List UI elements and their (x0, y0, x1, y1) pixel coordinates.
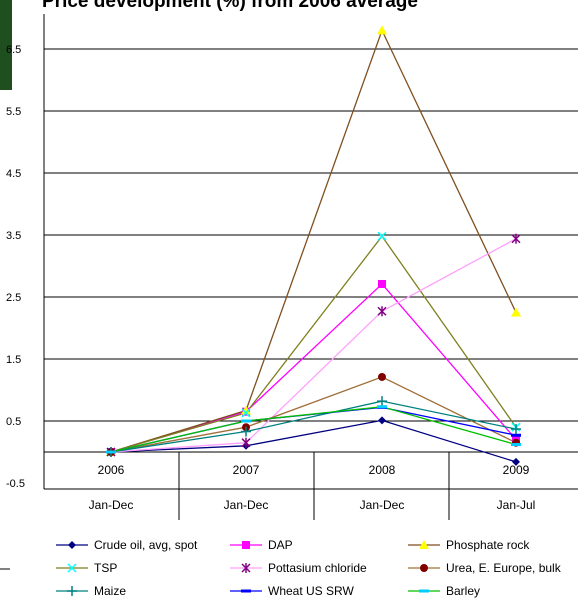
data-point (241, 437, 251, 448)
y-tick-label: 3.5 (6, 230, 21, 242)
legend-swatch-marker (67, 563, 77, 573)
series-markers (106, 25, 521, 466)
data-point (241, 408, 251, 418)
legend-entry: Phosphate rock (408, 538, 530, 552)
legend-swatch-marker (420, 564, 428, 572)
series-line (110, 400, 517, 453)
data-point (511, 307, 521, 317)
legend-label: Maize (94, 584, 126, 598)
x-tick-period: Jan-Dec (360, 498, 405, 512)
data-point (377, 231, 387, 241)
series-line (110, 419, 517, 463)
marker-stroke (241, 408, 251, 418)
y-axis: -0.5 0.5 1.5 2.5 3.5 4.5 5.5 6.5 (6, 44, 25, 490)
y-tick-label: 6.5 (6, 44, 21, 56)
legend-swatch-marker (242, 541, 250, 549)
grid-lines (44, 48, 578, 422)
legend-label: Barley (446, 584, 480, 598)
legend-entry: Pottasium chloride (230, 561, 367, 575)
legend-label: DAP (268, 538, 293, 552)
chart-title: Price development (%) from 2006 average (42, 0, 418, 12)
series-line (110, 376, 517, 453)
data-point (511, 233, 521, 244)
y-tick-label: 4.5 (6, 168, 21, 180)
data-point (378, 416, 386, 425)
legend-label: Phosphate rock (446, 538, 530, 552)
data-point (377, 25, 387, 35)
x-tick-period: Jan-Dec (224, 498, 269, 512)
y-tick-label: 2.5 (6, 292, 21, 304)
plot-frame (43, 14, 578, 489)
y-tick-label: -0.5 (6, 478, 25, 490)
legend-label: Crude oil, avg, spot (94, 538, 198, 552)
marker-stroke (67, 563, 77, 573)
legend-label: Wheat US SRW (268, 584, 354, 598)
data-point (378, 279, 386, 288)
legend: Crude oil, avg, spot DAP Phosphate rock TSP… (56, 538, 562, 598)
legend-swatch-marker (68, 541, 76, 549)
legend-swatch-marker (419, 540, 429, 549)
legend-entry: TSP (56, 561, 117, 575)
x-tick-year: 2008 (369, 463, 396, 477)
legend-entry: Wheat US SRW (230, 584, 354, 598)
x-tick-year: 2006 (98, 463, 125, 477)
y-tick-label: 1.5 (6, 354, 21, 366)
x-tick-period: Jan-Jul (497, 498, 536, 512)
data-point (241, 405, 251, 415)
x-tick-year: 2009 (503, 463, 530, 477)
data-point (378, 372, 386, 381)
x-tick-period: Jan-Dec (89, 498, 134, 512)
legend-label: Pottasium chloride (268, 561, 367, 575)
green-frame-edge (0, 0, 12, 90)
legend-swatch-marker (241, 563, 251, 573)
marker-stroke (377, 231, 387, 241)
legend-swatch-marker (67, 586, 77, 596)
series-line (110, 235, 517, 453)
legend-entry: Urea, E. Europe, bulk (408, 561, 562, 575)
y-tick-label: 0.5 (6, 416, 21, 428)
data-point (241, 426, 251, 437)
legend-entry: DAP (230, 538, 293, 552)
data-point (511, 424, 521, 435)
legend-entry: Crude oil, avg, spot (56, 538, 198, 552)
y-tick-label: 5.5 (6, 106, 21, 118)
data-point (512, 457, 520, 466)
data-point (377, 396, 387, 407)
series-line (110, 406, 517, 453)
data-point (377, 306, 387, 317)
series-line (110, 238, 517, 453)
legend-label: TSP (94, 561, 117, 575)
series-line (110, 28, 517, 453)
x-axis-table: 2006 Jan-Dec 2007 Jan-Dec 2008 Jan-Dec 2009 Jan… (44, 452, 578, 520)
legend-entry: Maize (56, 584, 126, 598)
series-lines (110, 28, 517, 463)
x-tick-year: 2007 (233, 463, 260, 477)
legend-label: Urea, E. Europe, bulk (446, 561, 562, 575)
legend-entry: Barley (408, 584, 480, 598)
